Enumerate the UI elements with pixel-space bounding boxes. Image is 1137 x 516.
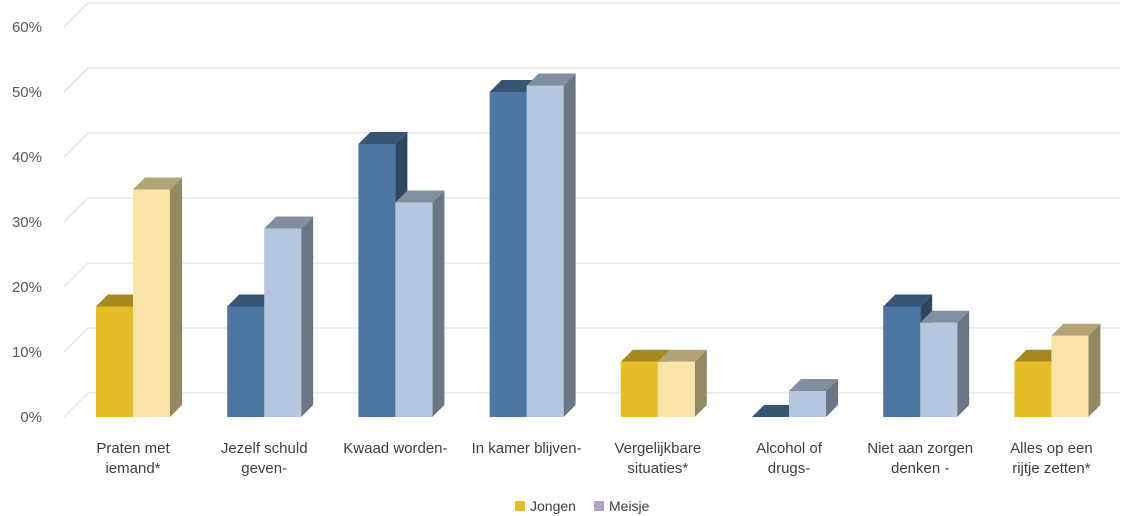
legend-swatch-meisje	[594, 501, 604, 511]
bar-front	[789, 391, 826, 417]
bar-front	[657, 361, 695, 417]
bar-top	[1014, 349, 1064, 362]
category-labels: Praten met iemand* Jezelf schuld geven- Kwaa…	[96, 440, 1092, 477]
bar-front	[96, 306, 133, 417]
bar-meisje	[395, 190, 445, 417]
bar-top	[920, 310, 970, 323]
category-label: Jezelf schuld geven-	[221, 440, 308, 477]
bar-meisje	[526, 73, 576, 417]
bar-top	[789, 379, 838, 391]
bar-front	[526, 85, 564, 417]
bar-side	[1088, 323, 1101, 417]
gridline-diagonal	[63, 197, 89, 223]
bar-front	[620, 361, 658, 417]
bar-front	[1014, 361, 1052, 417]
bar-top	[883, 294, 933, 307]
bar-meisje	[1051, 323, 1101, 417]
bar-top	[358, 132, 408, 144]
y-axis-ticks: 0% 10% 20% 30% 40% 50% 60%	[12, 19, 42, 426]
bar-meisje	[789, 379, 838, 417]
bar-top	[96, 294, 145, 307]
y-tick-label: 10%	[12, 344, 42, 361]
category-label: Kwaad worden-	[343, 440, 447, 457]
bar-top	[489, 80, 539, 92]
bar-front	[227, 306, 265, 417]
bar-side	[563, 73, 576, 417]
y-tick-label: 30%	[12, 214, 42, 231]
bar-front	[920, 322, 958, 417]
y-tick-label: 20%	[12, 279, 42, 296]
bar-side	[957, 310, 970, 417]
gridline-diagonal	[63, 67, 89, 93]
bar-top	[395, 190, 445, 203]
bar-side	[694, 349, 707, 417]
bar-top	[657, 349, 707, 362]
bar-front	[395, 202, 433, 417]
bar-top	[1051, 323, 1101, 336]
legend: Jongen Meisje	[515, 498, 650, 514]
bar-front	[358, 144, 396, 417]
category-label: In kamer blijven-	[472, 440, 582, 457]
gridline-diagonal	[63, 327, 89, 353]
legend-label-jongen: Jongen	[530, 498, 576, 514]
legend-label-meisje: Meisje	[609, 498, 650, 514]
bar-side	[826, 379, 838, 417]
gridline-diagonal	[63, 132, 89, 158]
bar-meisje	[920, 310, 970, 417]
bar-top	[133, 177, 182, 190]
gridline-diagonal	[63, 392, 89, 418]
bar-top	[526, 73, 576, 86]
bar-meisje	[657, 349, 707, 417]
y-tick-label: 60%	[12, 19, 42, 36]
bar-top	[264, 216, 314, 229]
bar-side	[432, 190, 445, 417]
bar-side	[170, 177, 182, 417]
bar-front	[264, 228, 302, 417]
bar-front	[1051, 335, 1089, 417]
bar-side	[301, 216, 314, 417]
category-label: Niet aan zorgen denken -	[867, 440, 973, 477]
category-label: Alles op een rijtje zetten*	[1010, 440, 1093, 477]
category-label: Alcohol of drugs-	[756, 440, 823, 477]
bar-front	[883, 306, 921, 417]
legend-swatch-jongen	[515, 501, 525, 511]
bar-front	[133, 189, 170, 417]
bars	[96, 73, 1101, 417]
bar-meisje	[264, 216, 314, 417]
gridline-diagonal	[63, 2, 89, 28]
bar-top	[227, 294, 277, 307]
bar-top	[620, 349, 670, 362]
category-label: Vergelijkbare situaties*	[614, 440, 701, 477]
category-label: Praten met iemand*	[96, 440, 170, 477]
y-tick-label: 50%	[12, 84, 42, 101]
bar-jongen	[752, 405, 801, 417]
y-tick-label: 40%	[12, 149, 42, 166]
bar-top	[752, 405, 801, 417]
bar-meisje	[133, 177, 182, 417]
gridline-diagonal	[63, 262, 89, 288]
bar-front	[489, 92, 527, 417]
y-tick-label: 0%	[20, 409, 42, 426]
